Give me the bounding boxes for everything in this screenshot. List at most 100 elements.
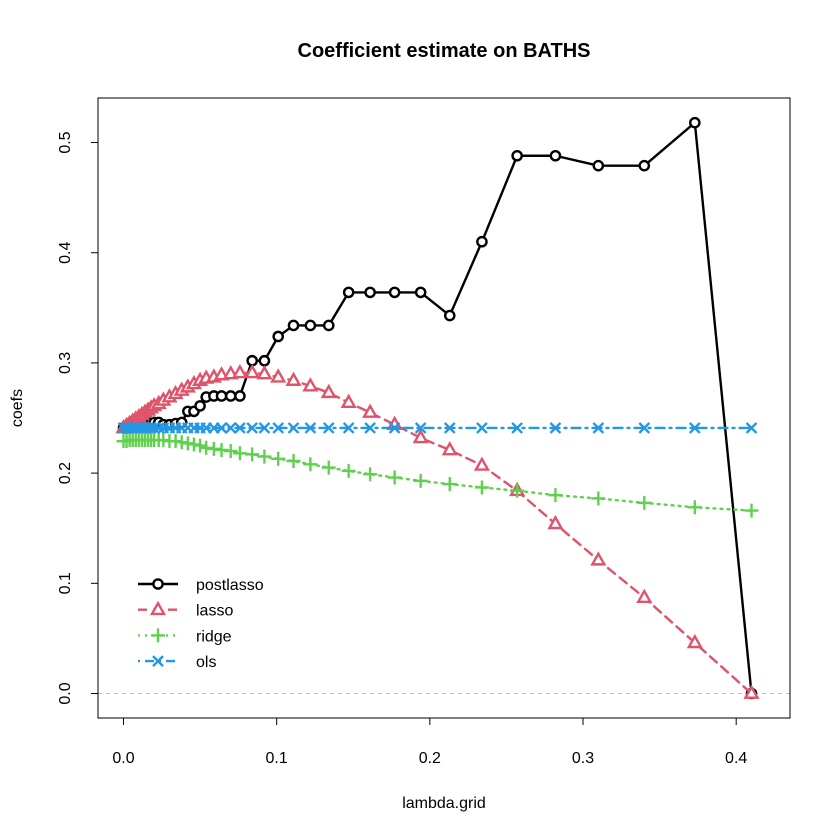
ols-point bbox=[152, 422, 165, 434]
legend-item-lasso: lasso bbox=[138, 600, 233, 620]
ols-point bbox=[511, 422, 523, 434]
legend-marker bbox=[152, 655, 164, 667]
ridge-point bbox=[510, 483, 525, 498]
postlasso-point bbox=[511, 149, 523, 162]
postlasso-point bbox=[194, 400, 206, 412]
postlasso-point bbox=[364, 286, 376, 299]
ols-point bbox=[638, 422, 651, 434]
ols-point bbox=[258, 422, 271, 434]
postlasso-point bbox=[287, 319, 300, 332]
postlasso-point bbox=[476, 235, 488, 248]
series-ols bbox=[117, 422, 758, 434]
axes-layer: 0.0 0.1 0.2 0.3 0.4 0.0 0.1 0.2 0.3 0.4 0.5 bbox=[57, 131, 747, 767]
ols-point bbox=[476, 422, 488, 434]
y-tick-label: 0.3 bbox=[57, 352, 74, 374]
lasso-point bbox=[441, 441, 458, 456]
ols-point bbox=[549, 422, 562, 434]
legend-label: ols bbox=[196, 654, 216, 671]
ols-point bbox=[745, 422, 758, 434]
legend-label: postlasso bbox=[196, 577, 264, 594]
y-axis-label: coefs bbox=[9, 389, 26, 427]
ridge-point bbox=[363, 467, 378, 482]
ridge-point bbox=[591, 491, 606, 506]
x-tick-label: 0.4 bbox=[725, 750, 747, 767]
ols-point bbox=[224, 422, 237, 434]
ridge-point bbox=[245, 447, 260, 462]
ridge-point bbox=[442, 477, 457, 492]
x-axis-label: lambda.grid bbox=[402, 795, 486, 812]
y-tick-label: 0.4 bbox=[57, 242, 74, 264]
postlasso-point bbox=[215, 390, 228, 402]
legend-item-postlasso: postlasso bbox=[138, 577, 264, 594]
ols-point bbox=[272, 422, 285, 434]
ols-point bbox=[388, 422, 401, 434]
y-tick-label: 0.0 bbox=[57, 682, 74, 704]
lasso-point bbox=[636, 588, 653, 604]
legend-item-ridge: ridge bbox=[138, 628, 232, 645]
ridge-point bbox=[637, 495, 652, 510]
ols-point bbox=[443, 422, 456, 434]
lasso-point bbox=[340, 393, 357, 408]
legend-marker bbox=[151, 628, 165, 643]
postlasso-point bbox=[414, 286, 427, 299]
postlasso-point bbox=[592, 159, 605, 172]
ols-point bbox=[322, 422, 335, 434]
lasso-point bbox=[547, 514, 564, 530]
ridge-point bbox=[387, 470, 402, 485]
postlasso-point bbox=[322, 319, 335, 332]
ridge-point bbox=[474, 480, 489, 495]
ridge-point bbox=[223, 444, 238, 459]
ridge-point bbox=[341, 463, 356, 478]
postlasso-point bbox=[224, 390, 237, 402]
postlasso-point bbox=[342, 286, 355, 299]
lasso-point bbox=[362, 403, 379, 418]
ols-point bbox=[304, 422, 317, 434]
ols-point bbox=[592, 422, 605, 434]
postlasso-point bbox=[388, 286, 401, 299]
ols-point bbox=[688, 422, 701, 434]
ols-point bbox=[287, 422, 300, 434]
ridge-point bbox=[413, 473, 428, 488]
y-tick-label: 0.5 bbox=[57, 131, 74, 153]
postlasso-point bbox=[638, 159, 651, 172]
ridge-point bbox=[321, 460, 336, 475]
lasso-point bbox=[590, 551, 607, 566]
ols-point bbox=[215, 422, 228, 434]
lasso-point bbox=[686, 633, 703, 649]
chart-title: Coefficient estimate on BATHS bbox=[298, 40, 591, 62]
series-ridge bbox=[116, 433, 759, 518]
legend-label: ridge bbox=[196, 628, 232, 645]
legend-marker bbox=[149, 600, 167, 616]
legend: postlasso lasso ridge ols bbox=[138, 577, 264, 671]
plot-frame bbox=[97, 97, 791, 719]
ols-point bbox=[234, 422, 246, 434]
lasso-point bbox=[256, 364, 273, 380]
postlasso-point bbox=[689, 116, 701, 129]
x-tick-label: 0.3 bbox=[572, 750, 594, 767]
lasso-point bbox=[412, 428, 429, 444]
y-tick-label: 0.1 bbox=[57, 572, 74, 594]
postlasso-point bbox=[443, 309, 456, 322]
series-lasso bbox=[115, 363, 760, 699]
lasso-point bbox=[473, 456, 490, 471]
ridge-point bbox=[286, 453, 301, 468]
lasso-point bbox=[302, 377, 319, 392]
x-tick-label: 0.2 bbox=[419, 750, 441, 767]
legend-item-ols: ols bbox=[138, 654, 216, 671]
ols-point bbox=[414, 422, 427, 434]
postlasso-point bbox=[258, 354, 271, 367]
ridge-point bbox=[687, 500, 702, 515]
x-tick-label: 0.1 bbox=[266, 750, 288, 767]
ols-point bbox=[148, 422, 160, 434]
postlasso-point bbox=[272, 330, 285, 343]
ridge-point bbox=[193, 438, 208, 453]
series-layer bbox=[115, 116, 760, 700]
postlasso-point bbox=[304, 319, 317, 332]
ols-point bbox=[246, 422, 259, 434]
ridge-point bbox=[548, 488, 563, 503]
lasso-point bbox=[743, 684, 760, 699]
lasso-point bbox=[270, 368, 287, 383]
legend-marker bbox=[152, 578, 164, 590]
y-tick-label: 0.2 bbox=[57, 462, 74, 484]
